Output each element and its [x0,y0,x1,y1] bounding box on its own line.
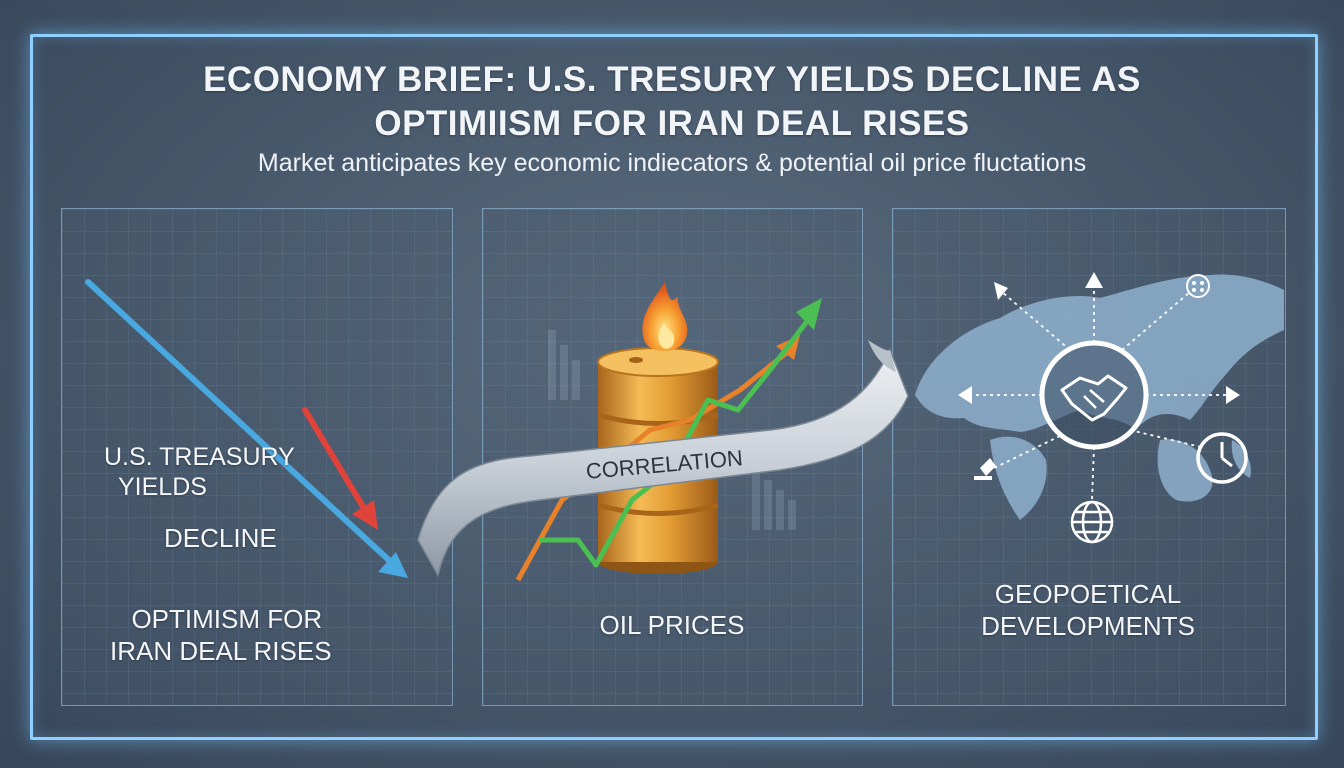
optimism-label: OPTIMISM FOR IRAN DEAL RISES [110,603,332,667]
red-decline-arrow [302,407,378,530]
headline-line-1: ECONOMY BRIEF: U.S. TRESURY YIELDS DECLI… [203,60,1141,99]
headline: ECONOMY BRIEF: U.S. TRESURY YIELDS DECLI… [130,58,1214,146]
pin-icon [974,458,996,480]
geopolitical-label-line-2: DEVELOPMENTS [981,611,1195,641]
handshake-icon [1039,340,1149,450]
fire-icon [642,282,688,351]
treasury-label-line-2: YIELDS [118,473,207,501]
correlation-ribbon: CORRELATION [417,340,909,578]
geopolitical-label-line-1: GEOPOETICAL [994,579,1182,609]
grid-dots-icon [1186,274,1210,298]
decline-label: DECLINE [164,523,277,553]
treasury-label-line-1: U.S. TREASURY [104,443,295,471]
treasury-panel [61,208,453,706]
oil-prices-label: OIL PRICES [599,610,745,640]
treasury-yields-label: U.S. TREASURY YIELDS [104,442,295,502]
optimism-label-line-2: IRAN DEAL RISES [110,636,332,666]
headline-line-2: OPTIMIISM FOR IRAN DEAL RISES [374,104,970,143]
blue-decline-arrow [85,279,408,578]
arrow-icon [958,272,1240,404]
optimism-label-line-1: OPTIMISM FOR [131,604,323,634]
subheadline: Market anticipates key economic indiecat… [257,149,1087,177]
clock-icon [1196,432,1248,484]
chart-bars-decor [548,330,796,530]
globe-icon [1070,500,1114,544]
geopolitical-label: GEOPOETICAL DEVELOPMENTS [960,578,1216,642]
network-spokes [962,285,1234,501]
